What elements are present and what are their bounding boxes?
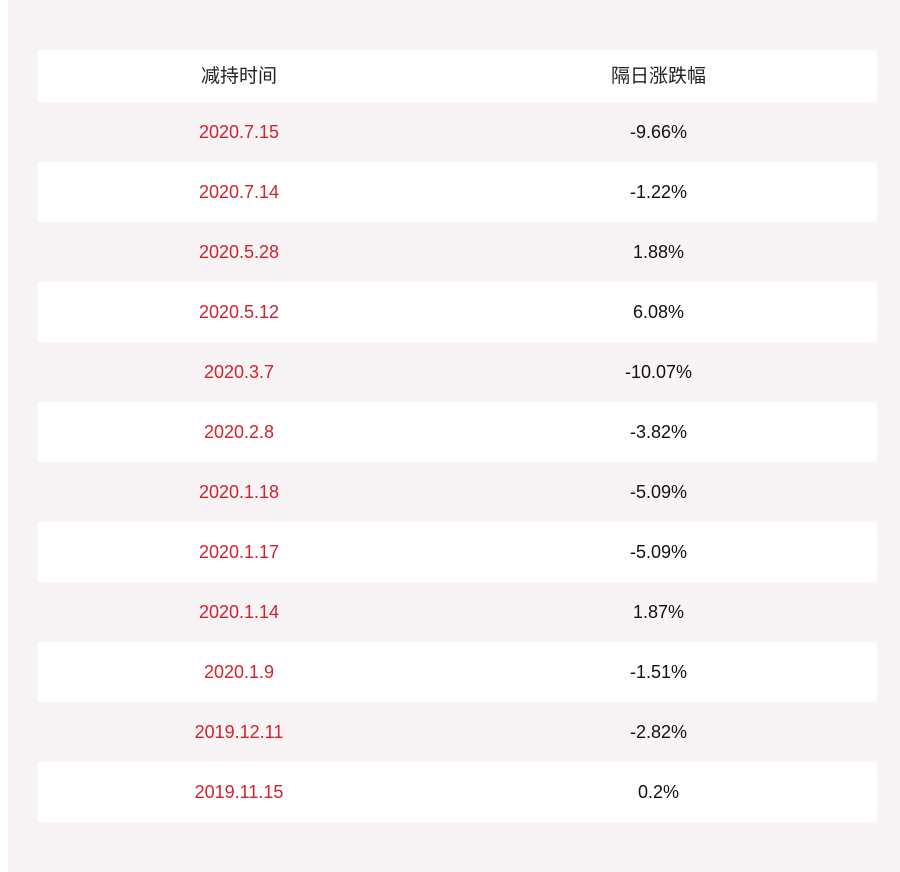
data-table: 减持时间 隔日涨跌幅 2020.7.15 -9.66% 2020.7.14 -1… <box>38 50 877 822</box>
row-change: -3.82% <box>629 422 688 442</box>
table-row: 2020.5.12 6.08% <box>38 282 877 342</box>
row-date: 2020.5.12 <box>198 302 280 322</box>
row-change: -2.82% <box>629 722 688 742</box>
row-date: 2020.1.9 <box>203 662 275 682</box>
row-date: 2020.7.15 <box>198 122 280 142</box>
header-reduction-time: 减持时间 <box>200 65 277 87</box>
table-row: 2020.7.15 -9.66% <box>38 102 877 162</box>
row-date: 2020.5.28 <box>198 242 280 262</box>
table-row: 2019.12.11 -2.82% <box>38 702 877 762</box>
table-row: 2019.11.15 0.2% <box>38 762 877 822</box>
row-date: 2020.3.7 <box>203 362 275 382</box>
row-date: 2019.12.11 <box>194 722 284 742</box>
row-date: 2020.1.17 <box>198 542 280 562</box>
row-change: 6.08% <box>632 302 685 322</box>
row-change: -5.09% <box>629 542 688 562</box>
row-date: 2020.2.8 <box>203 422 275 442</box>
table-row: 2020.1.17 -5.09% <box>38 522 877 582</box>
table-header-row: 减持时间 隔日涨跌幅 <box>38 50 877 102</box>
table-panel: 减持时间 隔日涨跌幅 2020.7.15 -9.66% 2020.7.14 -1… <box>8 0 900 872</box>
row-change: 1.88% <box>632 242 685 262</box>
row-change: 1.87% <box>632 602 685 622</box>
row-change: -5.09% <box>629 482 688 502</box>
row-change: 0.2% <box>637 782 680 802</box>
table-row: 2020.7.14 -1.22% <box>38 162 877 222</box>
row-date: 2020.1.18 <box>198 482 280 502</box>
table-row: 2020.1.18 -5.09% <box>38 462 877 522</box>
header-next-day-change: 隔日涨跌幅 <box>610 65 706 87</box>
table-row: 2020.1.14 1.87% <box>38 582 877 642</box>
row-date: 2019.11.15 <box>194 782 284 802</box>
row-change: -1.22% <box>629 182 688 202</box>
row-date: 2020.1.14 <box>198 602 280 622</box>
row-date: 2020.7.14 <box>198 182 280 202</box>
table-row: 2020.2.8 -3.82% <box>38 402 877 462</box>
row-change: -10.07% <box>624 362 693 382</box>
table-row: 2020.1.9 -1.51% <box>38 642 877 702</box>
row-change: -1.51% <box>629 662 688 682</box>
table-row: 2020.3.7 -10.07% <box>38 342 877 402</box>
row-change: -9.66% <box>629 122 688 142</box>
table-row: 2020.5.28 1.88% <box>38 222 877 282</box>
